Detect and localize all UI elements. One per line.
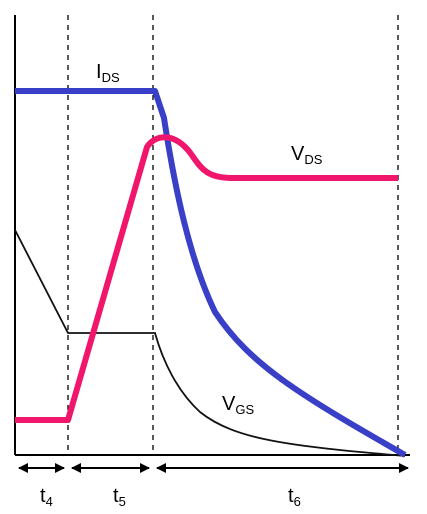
ids-label: IDS (96, 61, 120, 85)
vds-curve (15, 134, 398, 423)
ids-curve (15, 88, 407, 458)
t5-label: t5 (113, 485, 126, 509)
t4-label: t4 (40, 485, 53, 509)
vgs-label: VGS (222, 393, 254, 417)
vds-label: VDS (291, 143, 323, 167)
vgs-curve (14, 229, 406, 457)
t6-label: t6 (288, 485, 301, 509)
